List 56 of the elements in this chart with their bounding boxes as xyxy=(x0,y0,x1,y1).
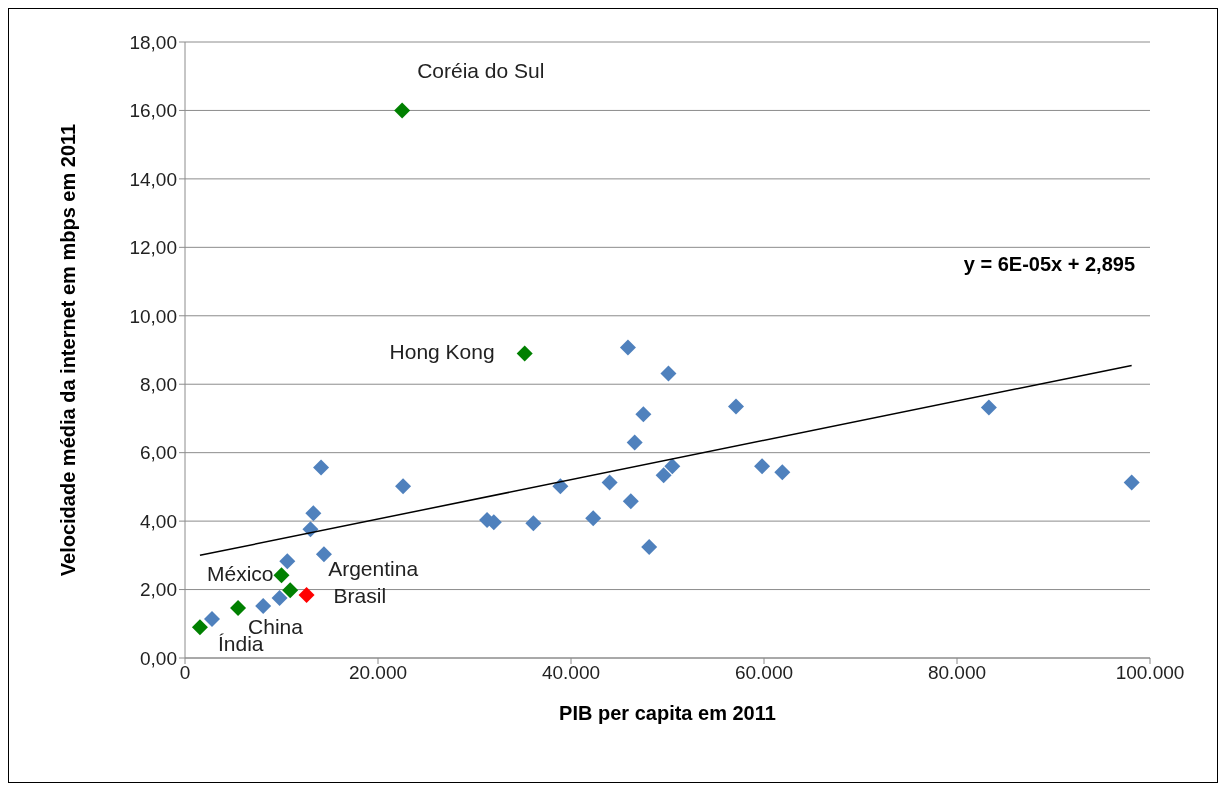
point xyxy=(525,515,542,532)
point xyxy=(395,478,412,495)
point xyxy=(273,567,290,584)
point xyxy=(255,597,272,614)
y-axis-title: Velocidade média da internet em mbps em 2011 xyxy=(57,123,80,577)
y-tick-label: 2,00 xyxy=(140,579,177,601)
point xyxy=(230,600,247,617)
x-tick-label: 0 xyxy=(179,662,191,684)
annotation: y = 6E-05x + 2,895 xyxy=(963,253,1135,276)
point xyxy=(655,467,672,484)
point xyxy=(601,474,618,491)
point xyxy=(279,553,296,570)
point xyxy=(664,458,681,475)
point xyxy=(516,345,533,362)
annotation: Argentina xyxy=(328,557,419,581)
point xyxy=(394,102,411,119)
y-tick-label: 0,00 xyxy=(140,647,177,669)
point xyxy=(191,619,208,636)
point xyxy=(305,505,322,522)
point xyxy=(298,587,315,604)
annotation: Coréia do Sul xyxy=(417,59,545,83)
y-tick-label: 4,00 xyxy=(140,510,177,532)
point xyxy=(585,510,602,527)
y-tick-label: 12,00 xyxy=(129,237,177,259)
annotation: Hong Kong xyxy=(389,340,495,364)
annotation: México xyxy=(206,562,274,586)
point xyxy=(622,493,639,510)
point xyxy=(660,365,677,382)
x-tick-label: 40.000 xyxy=(541,662,601,684)
point xyxy=(619,339,636,356)
x-axis-title: PIB per capita em 2011 xyxy=(559,702,776,724)
y-tick-label: 10,00 xyxy=(129,305,177,327)
point xyxy=(282,582,299,599)
point xyxy=(635,406,652,423)
point xyxy=(980,399,997,416)
x-tick-label: 100.000 xyxy=(1115,662,1185,684)
point xyxy=(774,464,791,481)
y-tick-label: 8,00 xyxy=(140,373,177,395)
point xyxy=(626,434,643,451)
x-tick-label: 80.000 xyxy=(927,662,987,684)
point xyxy=(204,610,221,627)
point xyxy=(641,539,658,556)
y-tick-label: 16,00 xyxy=(129,100,177,122)
y-tick-label: 6,00 xyxy=(140,442,177,464)
y-tick-label: 14,00 xyxy=(129,168,177,190)
point xyxy=(754,458,771,475)
x-tick-label: 20.000 xyxy=(348,662,408,684)
y-tick-label: 18,00 xyxy=(129,31,177,53)
point xyxy=(728,398,745,415)
annotation: Índia xyxy=(217,632,264,656)
x-tick-label: 60.000 xyxy=(734,662,794,684)
point xyxy=(1123,474,1140,491)
point xyxy=(313,459,330,476)
annotation: Brasil xyxy=(333,584,387,608)
point xyxy=(271,590,288,607)
point xyxy=(315,546,332,563)
